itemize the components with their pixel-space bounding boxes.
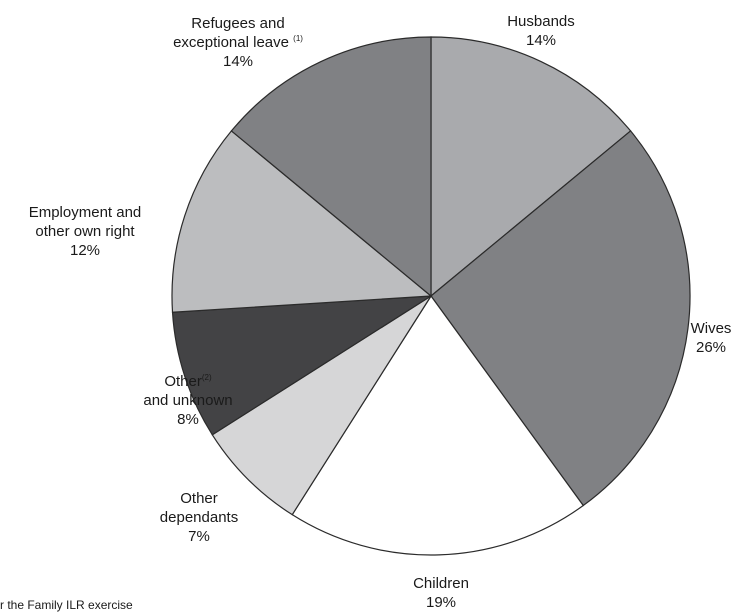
pie-slice-refugees-and-exceptional-leave [230,36,432,298]
pie-slice-wives [430,130,691,507]
pie-slice-husbands [430,36,632,298]
slice-label-line: other own right [35,223,135,240]
footnote-marker: (2) [201,373,212,382]
pie-slice-children [291,294,585,556]
pie-slice-other-and-unknown [171,295,432,436]
slice-percent-label: 14% [525,32,557,49]
slice-label-wives: Wives 26% [691,319,732,357]
slice-label-line: dependants [159,509,239,526]
slice-label-line: Other(2) [164,373,212,390]
slice-label-line: Other [180,490,218,507]
slice-label-line: Employment and [28,204,142,221]
slice-label-line: Children [413,575,469,592]
slice-label-line: exceptional leave (1) [173,34,303,51]
slice-percent-label: 12% [69,242,101,259]
slice-percent-label: 8% [177,411,199,428]
slice-label-employment-and-other-own-right: Employment and other own right 12% [29,203,142,260]
slice-label-other-and-unknown: Other(2) and unknown 8% [143,372,232,429]
slice-label-husbands: Husbands 14% [507,12,575,50]
footnote: r the Family ILR exercise [0,598,133,612]
slice-percent-label: 26% [695,339,727,356]
slice-label-line: Wives [690,320,732,337]
slice-percent-label: 14% [222,53,254,70]
slice-label-line: and unknown [143,392,233,409]
pie-slice-employment-and-other-own-right [171,130,433,313]
slice-percent-label: 7% [188,528,210,545]
footnote-marker: (1) [293,34,303,43]
slice-label-children: Children 19% [413,574,469,612]
slice-percent-label: 19% [425,594,457,611]
pie-slice-other-dependants [211,295,432,516]
slice-label-line: Refugees and [191,15,285,32]
slice-label-other-dependants: Other dependants 7% [160,489,238,546]
slice-label-refugees-and-exceptional-leave: Refugees and exceptional leave (1) 14% [173,14,303,71]
slice-label-line: Husbands [507,13,575,30]
